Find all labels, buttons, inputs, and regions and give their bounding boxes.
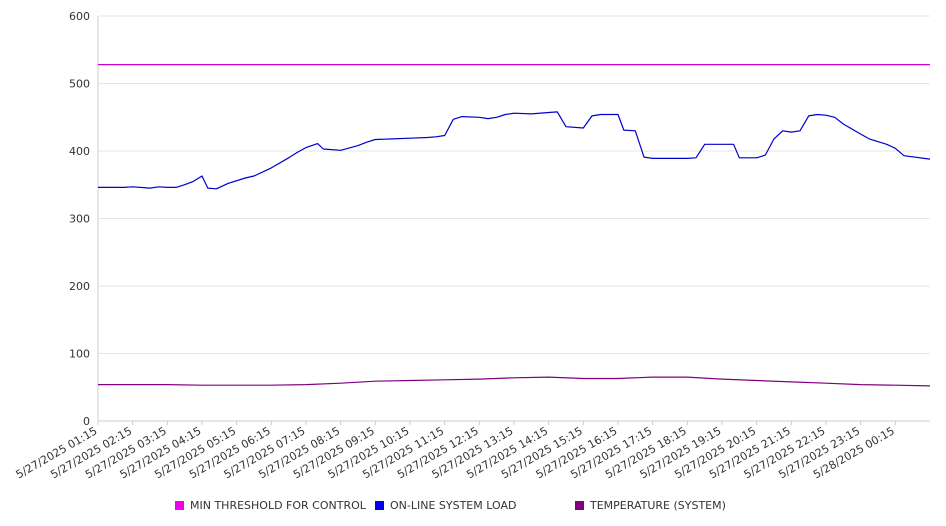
- legend-item-system-load[interactable]: ON-LINE SYSTEM LOAD: [375, 499, 516, 512]
- legend-swatch-temperature: [575, 501, 584, 510]
- y-tick-label: 0: [83, 415, 90, 428]
- series-line-system-load: [98, 111, 931, 190]
- legend-swatch-min-threshold: [175, 501, 184, 510]
- y-tick-label: 200: [69, 280, 90, 293]
- legend-item-min-threshold[interactable]: MIN THRESHOLD FOR CONTROL: [175, 499, 366, 512]
- y-tick-label: 600: [69, 10, 90, 23]
- x-axis-ticks: 5/27/2025 01:155/27/2025 02:155/27/2025 …: [14, 421, 897, 481]
- grid: [98, 15, 930, 354]
- legend-item-temperature[interactable]: TEMPERATURE (SYSTEM): [575, 499, 726, 512]
- legend-label-min-threshold: MIN THRESHOLD FOR CONTROL: [190, 499, 366, 512]
- y-tick-label: 300: [69, 213, 90, 226]
- legend-label-temperature: TEMPERATURE (SYSTEM): [590, 499, 726, 512]
- line-chart: 0 100 200 300 400 500 600 5/27/2025 01:155/27/…: [14, 10, 931, 481]
- y-tick-label: 400: [69, 145, 90, 158]
- series-line-temperature: [98, 376, 931, 387]
- y-tick-label: 500: [69, 78, 90, 91]
- y-axis-ticks: 0 100 200 300 400 500 600: [69, 10, 90, 428]
- legend: MIN THRESHOLD FOR CONTROL ON-LINE SYSTEM…: [0, 499, 946, 515]
- legend-label-system-load: ON-LINE SYSTEM LOAD: [390, 499, 517, 512]
- legend-swatch-system-load: [375, 501, 384, 510]
- y-tick-label: 100: [69, 348, 90, 361]
- series-lines: [98, 63, 931, 387]
